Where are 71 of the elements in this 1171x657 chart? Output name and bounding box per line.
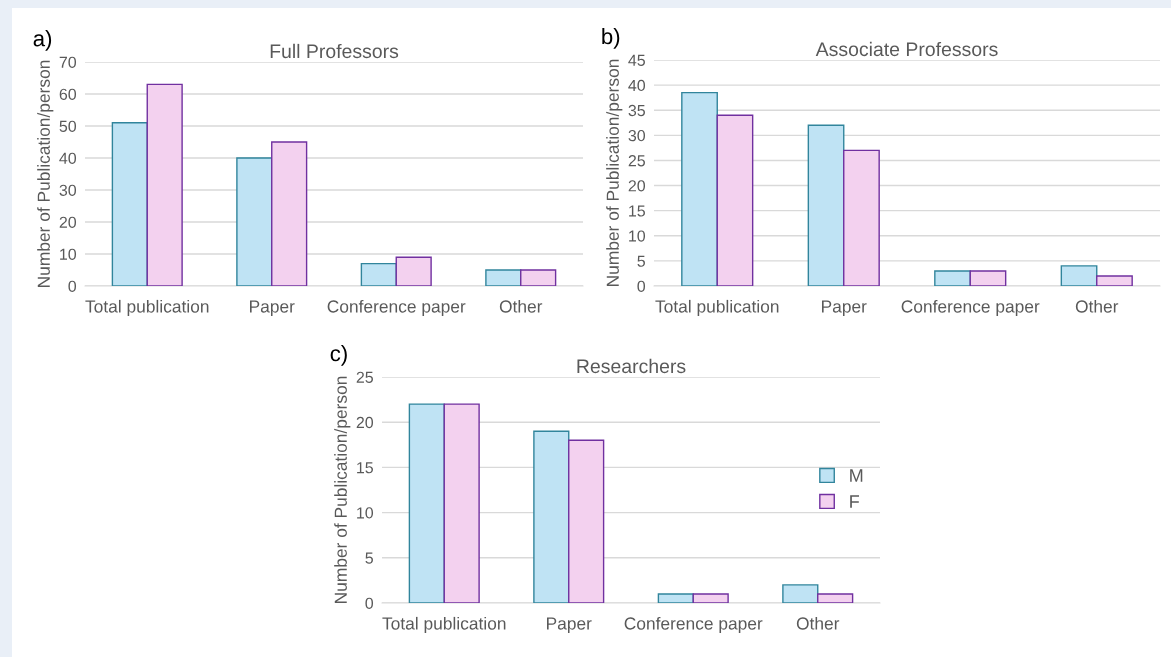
bar (692, 593, 729, 603)
bar (533, 430, 570, 603)
y-tick-label: 0 (365, 597, 374, 609)
y-tick-label: 25 (356, 371, 373, 383)
bar (520, 269, 557, 286)
bar (1060, 265, 1098, 286)
y-tick-label: 0 (68, 280, 77, 292)
x-tick-label: Conference paper (901, 299, 1040, 317)
chart-title: Full Professors (270, 43, 399, 59)
bar (485, 269, 522, 286)
y-tick-label: 40 (628, 79, 646, 92)
x-tick-label: Paper (250, 300, 295, 317)
bar (934, 270, 971, 286)
chart-title: Researchers (577, 358, 686, 374)
x-tick-label: Total publication (85, 299, 209, 317)
legend-label: F (850, 495, 860, 508)
bar (111, 122, 148, 286)
legend-label: M (850, 469, 863, 482)
x-tick-label: Other (796, 616, 840, 630)
y-tick-label: 40 (59, 152, 77, 164)
y-tick-label: 35 (628, 104, 645, 117)
bar (443, 403, 480, 603)
y-tick-label: 10 (60, 248, 77, 260)
y-tick-label: 0 (637, 280, 646, 292)
x-tick-label: Total publication (382, 616, 506, 634)
x-tick-label: Conference paper (327, 299, 466, 317)
y-tick-label: 15 (357, 462, 373, 474)
bar (408, 403, 445, 603)
y-axis-title: Number of Publication/person (334, 376, 351, 603)
chart-title: Associate Professors (815, 41, 998, 57)
x-tick-label: Conference paper (624, 616, 763, 634)
text: b) (602, 27, 620, 49)
y-tick-label: 50 (59, 120, 77, 132)
y-axis-title: Number of Publication/person (37, 60, 54, 287)
y-tick-label: 20 (356, 416, 374, 429)
bar (716, 114, 754, 286)
bar (1096, 275, 1133, 286)
bar (969, 270, 1007, 286)
bar (843, 149, 880, 286)
y-tick-label: 60 (59, 88, 77, 100)
y-tick-label: 45 (628, 54, 645, 66)
y-tick-label: 15 (629, 205, 645, 217)
y-tick-label: 30 (59, 184, 77, 196)
x-tick-label: Other (499, 299, 543, 313)
bar (360, 262, 397, 286)
bar (782, 584, 819, 603)
bar (817, 593, 854, 603)
y-tick-label: 20 (59, 216, 77, 228)
bar (395, 256, 432, 286)
y-tick-label: 30 (628, 129, 646, 142)
bar (146, 83, 183, 286)
bar (236, 157, 273, 286)
bar (568, 439, 605, 603)
y-tick-label: 5 (637, 255, 645, 267)
x-tick-label: Paper (547, 617, 592, 634)
text: a) (33, 30, 52, 51)
bar (681, 91, 718, 286)
y-tick-label: 10 (629, 230, 646, 242)
y-tick-label: 10 (357, 507, 374, 519)
bar (807, 124, 845, 286)
x-tick-label: Other (1075, 299, 1119, 313)
y-tick-label: 25 (628, 155, 645, 167)
x-tick-label: Paper (822, 300, 867, 317)
y-tick-label: 5 (365, 552, 373, 564)
x-tick-label: Total publication (655, 299, 779, 317)
y-tick-label: 20 (628, 180, 646, 192)
bar (271, 141, 308, 286)
text: c) (330, 344, 347, 366)
y-tick-label: 70 (59, 56, 77, 68)
bar (657, 593, 694, 603)
y-axis-title: Number of Publication/person (606, 59, 623, 286)
